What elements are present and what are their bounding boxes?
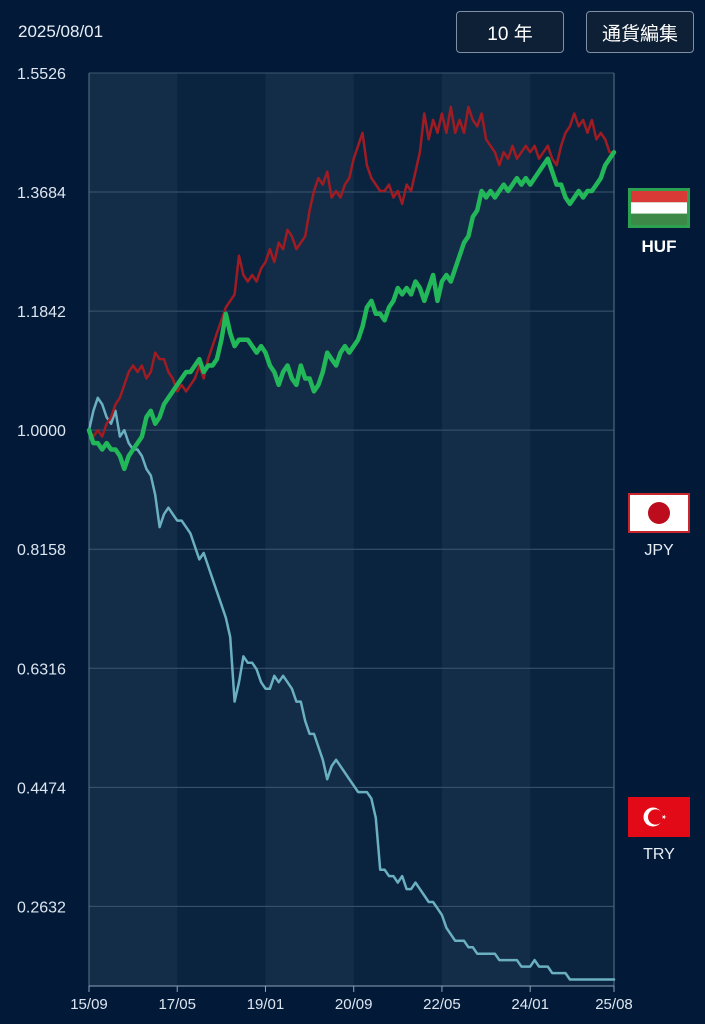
edit-currencies-button[interactable]: 通貨編集 bbox=[586, 11, 694, 53]
plot-band bbox=[89, 73, 178, 986]
series-line-jpy bbox=[86, 149, 617, 472]
x-tick-label: 19/01 bbox=[247, 996, 285, 1013]
period-select-button[interactable]: 10 年 bbox=[456, 11, 564, 53]
y-tick-label: 0.4474 bbox=[17, 780, 66, 797]
y-tick-label: 0.6316 bbox=[17, 661, 66, 678]
x-tick-label: 20/09 bbox=[335, 996, 373, 1013]
x-tick-label: 17/05 bbox=[158, 996, 196, 1013]
x-tick-label: 25/08 bbox=[595, 996, 633, 1013]
hungary-flag-icon bbox=[628, 188, 690, 228]
legend-label-huf: HUF bbox=[641, 237, 677, 256]
japan-flag-icon bbox=[628, 493, 690, 533]
current-date: 2025/08/01 bbox=[18, 22, 104, 41]
x-tick-label: 15/09 bbox=[70, 996, 108, 1013]
y-tick-label: 1.1842 bbox=[17, 304, 66, 321]
turkey-flag-icon bbox=[628, 797, 690, 837]
legend-item-jpy[interactable]: JPY bbox=[626, 493, 692, 560]
legend-item-try[interactable]: TRY bbox=[626, 797, 692, 864]
plot-band bbox=[441, 73, 531, 986]
y-tick-label: 0.8158 bbox=[17, 542, 66, 559]
x-tick-label: 24/01 bbox=[511, 996, 549, 1013]
legend-label-jpy: JPY bbox=[644, 542, 674, 559]
y-tick-label: 1.5526 bbox=[17, 66, 66, 83]
y-tick-label: 1.0000 bbox=[17, 423, 66, 440]
series-line-try bbox=[87, 396, 616, 981]
legend-label-try: TRY bbox=[643, 846, 675, 863]
plot-band bbox=[265, 73, 354, 986]
y-tick-label: 0.2632 bbox=[17, 899, 66, 916]
legend-item-huf[interactable]: HUF bbox=[626, 188, 692, 257]
x-tick-label: 22/05 bbox=[423, 996, 461, 1013]
y-tick-label: 1.3684 bbox=[17, 185, 66, 202]
